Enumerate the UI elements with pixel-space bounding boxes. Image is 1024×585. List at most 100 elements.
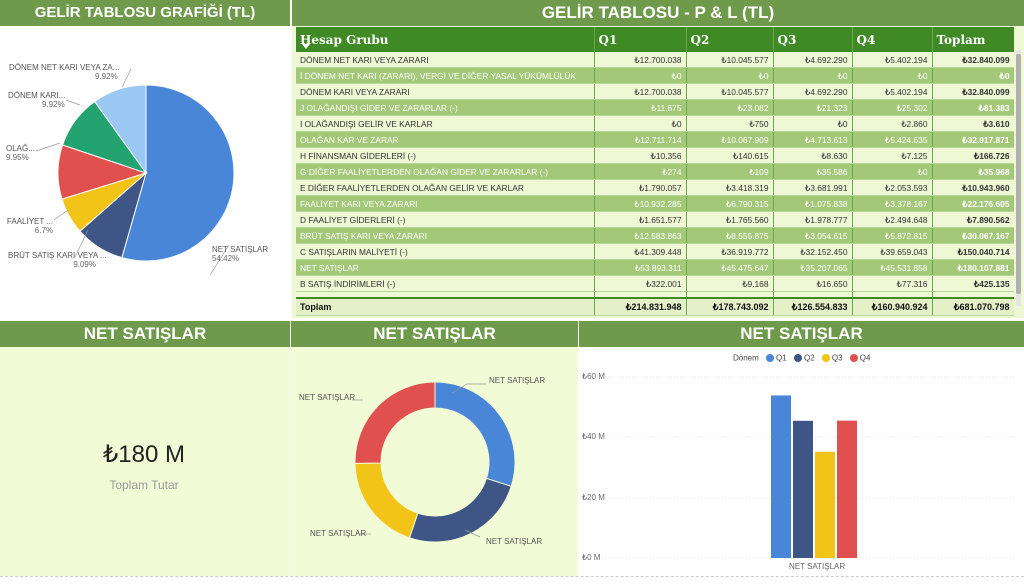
q2-cell: ₺9.168 [686,275,774,292]
row-label: NET SATIŞLAR [296,259,595,276]
bar-panel-title: NET SATIŞLAR [579,321,1024,347]
legend-label-q1[interactable]: Q1 [776,353,787,363]
column-header-q4[interactable]: Q4 [852,27,933,52]
table-scrollbar[interactable] [1016,50,1021,306]
q2-cell: ₺10.045.577 [686,52,774,68]
row-label: DÖNEM KARI VEYA ZARARI [296,83,595,100]
column-header-toplam[interactable]: Toplam [932,27,1014,52]
total-label: Toplam [296,297,595,316]
pie-slices[interactable] [57,84,235,262]
leader-line [121,68,132,88]
table-row[interactable]: H FİNANSMAN GİDERLERİ (-) ₺10.356 ₺140.615… [296,147,1014,164]
q3-cell: ₺35.586 [773,163,853,180]
pl-table-container[interactable]: Hesap Grubu Q1 Q2 Q3 Q4 Toplam DÖNEM NET… [296,27,1014,317]
table-row[interactable]: C SATIŞLARIN MALİYETİ (-) ₺41.309.448 ₺36.… [296,243,1014,260]
legend-label-q4[interactable]: Q4 [859,353,871,363]
leader-line [65,99,81,106]
q4-cell: ₺3.378.167 [852,195,933,212]
table-row[interactable]: I OLAĞANDIŞI GELİR VE KARLAR ₺0 ₺750 ₺0 ₺2.8… [296,115,1014,132]
table-row[interactable]: BRÜT SATIŞ KARI VEYA ZARARI ₺12.583.863 ₺8… [296,227,1014,244]
column-header-q3[interactable]: Q3 [773,27,853,52]
column-header-q1[interactable]: Q1 [594,27,687,52]
column-header-hesap-grubu[interactable]: Hesap Grubu [296,27,595,52]
q4-cell: ₺45.531.858 [852,259,933,276]
pie-slice[interactable] [93,84,147,175]
total-value: ₺681.070.798 [932,297,1014,316]
row-label: D FAALİYET GİDERLERİ (-) [296,211,595,228]
legend-label-q2[interactable]: Q2 [803,353,815,363]
q1-cell: ₺274 [594,163,687,180]
legend-dot-q1 [766,353,775,362]
column-header-q2[interactable]: Q2 [686,27,774,52]
q3-cell: ₺16.650 [773,275,853,292]
row-label: I OLAĞANDIŞI GELİR VE KARLAR [296,115,595,132]
table-row-spacer [296,291,1014,298]
sort-descending-icon[interactable] [302,44,310,49]
q2-cell: ₺750 [686,115,774,132]
total-cell: ₺180.107.881 [932,259,1014,276]
q4-cell: ₺2.494.648 [852,211,933,228]
donut-slice-q3[interactable] [354,462,419,539]
q1-cell: ₺0 [594,67,687,84]
row-label: FAALİYET KARI VEYA ZARARI [296,195,595,212]
table-row[interactable]: E DİĞER FAALİYETLERDEN OLAĞAN GELİR VE K… [296,179,1014,196]
q3-cell: ₺3.681.991 [773,179,853,196]
q3-cell: ₺3.054.615 [773,227,853,244]
legend-label-q3[interactable]: Q3 [831,353,843,363]
q2-cell: ₺36.919.772 [686,243,774,260]
bar-chart[interactable] [602,368,1022,568]
row-label: BRÜT SATIŞ KARI VEYA ZARARI [296,227,595,244]
row-label: G DİĞER FAALİYETLERDEN OLAĞAN GİDER VE Z… [296,163,595,180]
q4-cell: ₺2.860 [852,115,933,132]
bar-q2[interactable] [793,420,813,558]
total-cell: ₺32.840.099 [932,83,1014,100]
table-row[interactable]: İ DÖNEM NET KARI (ZARARI), VERGİ VE DİĞE… [296,67,1014,84]
pie-label-brut-satis: BRÜT SATIŞ KARI VEYA ... 9.09% [8,251,107,269]
q1-cell: ₺10.932.285 [594,195,687,212]
table-row[interactable]: DÖNEM KARI VEYA ZARARI ₺12.700.038 ₺10.045… [296,83,1014,100]
table-row[interactable]: OLAĞAN KAR VE ZARAR ₺12.711.714 ₺10.067.90… [296,131,1014,148]
q3-cell: ₺4.692.290 [773,83,853,100]
table-row[interactable]: D FAALİYET GİDERLERİ (-) ₺1.651.577 ₺1.765… [296,211,1014,228]
y-tick-label: ₺60 M [582,372,605,381]
table-row[interactable]: J OLAĞANDIŞI GİDER VE ZARARLAR (-) ₺11.67… [296,99,1014,116]
legend-title: Dönem [733,353,759,363]
scrollbar-thumb[interactable] [1016,54,1021,294]
y-tick-label: ₺0 M [582,553,601,562]
donut-slice-q2[interactable] [408,477,512,543]
table-row[interactable]: DÖNEM NET KARI VEYA ZARARI ₺12.700.038 ₺10… [296,52,1014,68]
table-row[interactable]: NET SATIŞLAR ₺53.893.311 ₺45.475.647 ₺35.20… [296,259,1014,276]
bar-q3[interactable] [815,451,835,558]
pie-chart[interactable] [0,27,290,317]
legend-dot-q2 [793,353,802,362]
donut-slice-q4[interactable] [354,381,436,464]
total-cell: ₺32.917.871 [932,131,1014,148]
donut-label-q3: NET SATIŞLAR [310,529,367,538]
pie-slice[interactable] [121,84,235,262]
bar-q1[interactable] [771,395,791,558]
total-cell: ₺22.176.605 [932,195,1014,212]
net-sales-total-caption: Toplam Tutar [109,478,179,492]
table-row[interactable]: FAALİYET KARI VEYA ZARARI ₺10.932.285 ₺6.7… [296,195,1014,212]
table-row[interactable]: B SATIŞ İNDİRİMLERİ (-) ₺322.001 ₺9.168 ₺16… [296,275,1014,292]
pie-label-net-satislar: NET SATIŞLAR 54.42% [212,245,269,263]
donut-chart[interactable] [291,347,578,576]
donut-slice-q1[interactable] [434,381,516,487]
card-panel-title: NET SATIŞLAR [0,321,290,347]
total-cell: ₺7.890.562 [932,211,1014,228]
table-row[interactable]: G DİĞER FAALİYETLERDEN OLAĞAN GİDER VE Z… [296,163,1014,180]
leader-line [53,209,69,221]
q1-cell: ₺322.001 [594,275,687,292]
q3-cell: ₺32.152.450 [773,243,853,260]
total-cell: ₺30.067.167 [932,227,1014,244]
q2-cell: ₺109 [686,163,774,180]
pie-label-donem-net: DÖNEM NET KARI VEYA ZA... 9.92% [9,63,120,81]
q1-cell: ₺53.893.311 [594,259,687,276]
q4-cell: ₺5.402.194 [852,83,933,100]
q3-cell: ₺1.075.838 [773,195,853,212]
q4-cell: ₺5.872.815 [852,227,933,244]
pie-panel-title: GELİR TABLOSU GRAFİĞİ (TL) [0,0,290,26]
q1-cell: ₺12.583.863 [594,227,687,244]
bar-q4[interactable] [837,420,857,558]
legend-dot-q3 [821,353,830,362]
